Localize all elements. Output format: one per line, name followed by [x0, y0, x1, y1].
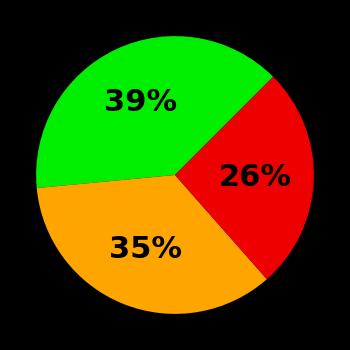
Wedge shape	[36, 36, 273, 188]
Text: 39%: 39%	[104, 88, 177, 117]
Wedge shape	[175, 77, 314, 279]
Wedge shape	[37, 175, 267, 314]
Text: 26%: 26%	[219, 163, 292, 192]
Text: 35%: 35%	[109, 236, 182, 264]
